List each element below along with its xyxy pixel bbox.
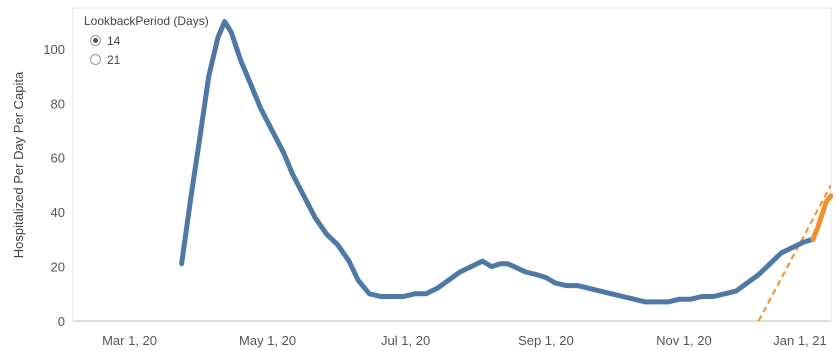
- legend-option-14[interactable]: 14: [90, 31, 209, 50]
- legend-option-label: 21: [107, 52, 121, 67]
- y-tick-label: 80: [51, 96, 65, 111]
- legend-option-label: 14: [107, 33, 121, 48]
- series-line-observed: [179, 19, 816, 305]
- y-tick-labels: 0 20 40 60 80 100: [43, 42, 65, 329]
- y-tick-label: 20: [51, 260, 65, 275]
- y-axis-label: Hospitalized Per Day Per Capita: [11, 71, 26, 258]
- legend-title: LookbackPeriod (Days): [84, 14, 209, 28]
- x-tick-label: Jan 1, 21: [773, 333, 827, 348]
- legend-option-21[interactable]: 21: [90, 50, 209, 69]
- series-line-projected: [810, 193, 834, 242]
- y-tick-label: 60: [51, 151, 65, 166]
- y-tick-label: 40: [51, 205, 65, 220]
- y-tick-label: 0: [58, 314, 65, 329]
- y-tick-label: 100: [43, 42, 65, 57]
- x-tick-label: Mar 1, 20: [102, 333, 157, 348]
- trend-line: [757, 184, 831, 321]
- x-tick-label: Nov 1, 20: [656, 333, 712, 348]
- radio-checked-icon[interactable]: [90, 35, 101, 46]
- legend: LookbackPeriod (Days) 14 21: [84, 14, 209, 69]
- x-tick-labels: Mar 1, 20 May 1, 20 Jul 1, 20 Sep 1, 20 Nov …: [102, 333, 827, 348]
- radio-unchecked-icon[interactable]: [90, 54, 101, 65]
- series-layer: [179, 19, 834, 321]
- x-tick-label: Sep 1, 20: [518, 333, 574, 348]
- x-tick-label: Jul 1, 20: [381, 333, 430, 348]
- x-tick-label: May 1, 20: [239, 333, 296, 348]
